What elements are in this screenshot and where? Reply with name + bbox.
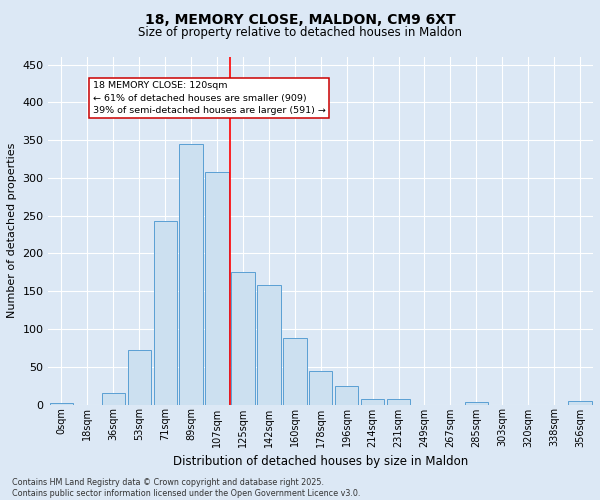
Bar bbox=[309, 370, 332, 404]
Y-axis label: Number of detached properties: Number of detached properties bbox=[7, 143, 17, 318]
Bar bbox=[50, 403, 73, 404]
Bar bbox=[101, 393, 125, 404]
Bar bbox=[257, 285, 281, 405]
X-axis label: Distribution of detached houses by size in Maldon: Distribution of detached houses by size … bbox=[173, 455, 469, 468]
Bar bbox=[361, 398, 385, 404]
Bar bbox=[154, 221, 177, 404]
Bar bbox=[232, 272, 254, 404]
Text: 18, MEMORY CLOSE, MALDON, CM9 6XT: 18, MEMORY CLOSE, MALDON, CM9 6XT bbox=[145, 12, 455, 26]
Text: 18 MEMORY CLOSE: 120sqm
← 61% of detached houses are smaller (909)
39% of semi-d: 18 MEMORY CLOSE: 120sqm ← 61% of detache… bbox=[92, 81, 325, 115]
Bar bbox=[464, 402, 488, 404]
Bar bbox=[335, 386, 358, 404]
Bar bbox=[205, 172, 229, 404]
Bar bbox=[179, 144, 203, 405]
Bar bbox=[128, 350, 151, 405]
Bar bbox=[568, 401, 592, 404]
Bar bbox=[283, 338, 307, 404]
Text: Size of property relative to detached houses in Maldon: Size of property relative to detached ho… bbox=[138, 26, 462, 39]
Text: Contains HM Land Registry data © Crown copyright and database right 2025.
Contai: Contains HM Land Registry data © Crown c… bbox=[12, 478, 361, 498]
Bar bbox=[387, 400, 410, 404]
